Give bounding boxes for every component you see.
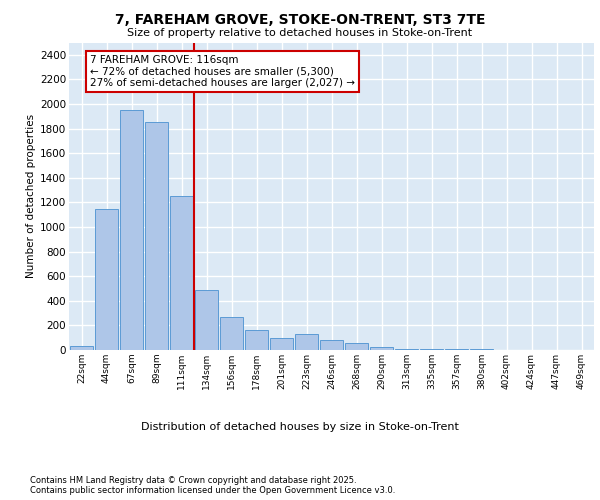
Bar <box>245 330 268 350</box>
Bar <box>195 290 218 350</box>
Bar <box>370 347 393 350</box>
Text: Contains HM Land Registry data © Crown copyright and database right 2025.
Contai: Contains HM Land Registry data © Crown c… <box>30 476 395 495</box>
Bar <box>95 208 118 350</box>
Text: Size of property relative to detached houses in Stoke-on-Trent: Size of property relative to detached ho… <box>127 28 473 38</box>
Text: Distribution of detached houses by size in Stoke-on-Trent: Distribution of detached houses by size … <box>141 422 459 432</box>
Bar <box>295 334 318 350</box>
Text: 7, FAREHAM GROVE, STOKE-ON-TRENT, ST3 7TE: 7, FAREHAM GROVE, STOKE-ON-TRENT, ST3 7T… <box>115 12 485 26</box>
Bar <box>120 110 143 350</box>
Y-axis label: Number of detached properties: Number of detached properties <box>26 114 36 278</box>
Text: 7 FAREHAM GROVE: 116sqm
← 72% of detached houses are smaller (5,300)
27% of semi: 7 FAREHAM GROVE: 116sqm ← 72% of detache… <box>90 55 355 88</box>
Bar <box>220 317 243 350</box>
Bar <box>395 349 418 350</box>
Bar <box>145 122 168 350</box>
Bar <box>345 343 368 350</box>
Bar <box>320 340 343 350</box>
Bar <box>270 338 293 350</box>
Bar <box>170 196 193 350</box>
Bar <box>70 346 93 350</box>
